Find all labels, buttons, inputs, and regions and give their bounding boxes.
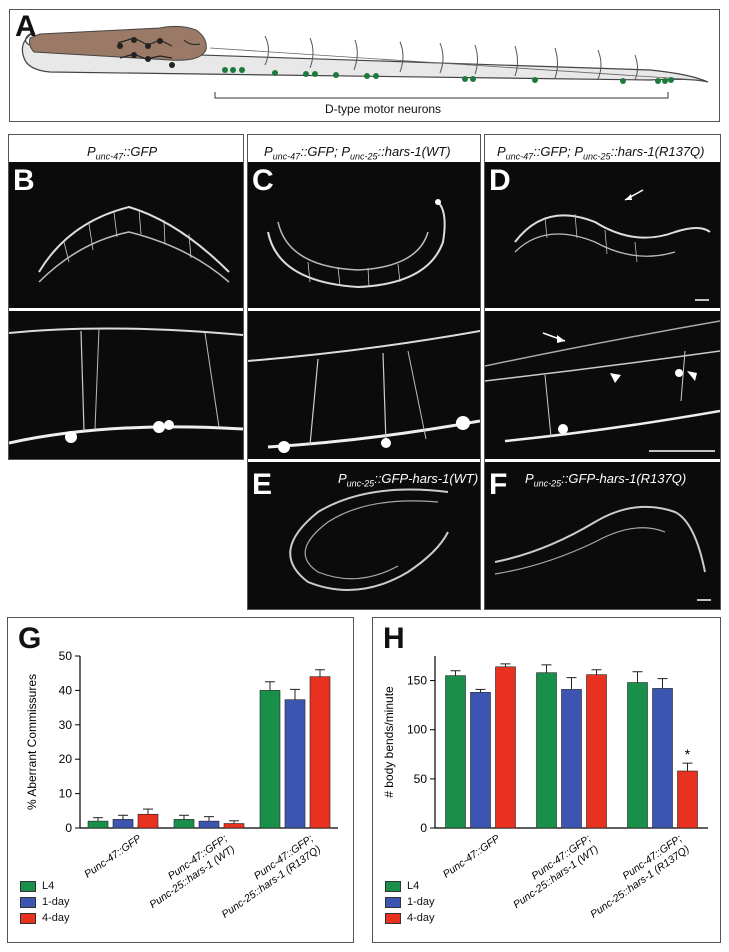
legend-item-4day: 4-day <box>385 910 435 926</box>
micrograph-d-zoom <box>485 311 720 459</box>
legend-h: L4 1-day 4-day <box>385 878 435 926</box>
bar <box>112 819 134 829</box>
panel-h-letter: H <box>383 622 405 655</box>
panel-f-caption: Punc-25::GFP-hars-1(R137Q) <box>525 471 687 489</box>
bar <box>259 690 281 829</box>
d-neuron-bracket <box>214 92 669 99</box>
legend-item-4day: 4-day <box>20 910 70 926</box>
legend-swatch-l4 <box>385 880 401 892</box>
legend-g: L4 1-day 4-day <box>20 878 70 926</box>
y-tick-label: 10 <box>59 787 73 801</box>
panel-e-caption: Punc-25::GFP-hars-1(WT) <box>338 471 479 489</box>
legend-swatch-1day <box>20 896 36 908</box>
y-tick-label: 40 <box>59 683 73 697</box>
panel-b-caption: Punc-47::GFP <box>87 144 158 162</box>
bar <box>561 689 582 829</box>
category-label: Punc-47::GFP;Punc-25::hars-1 (R137Q) <box>581 833 692 921</box>
micrograph-b-zoom <box>9 311 243 459</box>
bar <box>677 770 698 829</box>
panel-c-letter: C <box>252 164 274 197</box>
bar <box>627 682 648 829</box>
legend-swatch-4day <box>385 912 401 924</box>
y-tick-label: 100 <box>407 723 427 737</box>
category-label-line: Punc-47::GFP <box>441 833 502 881</box>
bar <box>586 674 607 829</box>
micrograph-d-whole: D <box>485 162 720 308</box>
y-axis-label: # body bends/minute <box>382 686 396 798</box>
category-label-line: Punc-25::hars-1 (R137Q) <box>588 843 691 920</box>
legend-item-l4: L4 <box>20 878 70 894</box>
category-label: Punc-47::GFP;Punc-25::hars-1 (WT) <box>504 833 601 911</box>
panel-a: A <box>9 9 720 122</box>
y-tick-label: 20 <box>59 752 73 766</box>
bracket-label: D-type motor neurons <box>325 102 442 116</box>
y-tick-label: 30 <box>59 718 73 732</box>
legend-swatch-4day <box>20 912 36 924</box>
y-tick-label: 150 <box>407 674 427 688</box>
panel-d-caption: Punc-47::GFP; Punc-25::hars-1(R137Q) <box>497 144 705 162</box>
legend-swatch-l4 <box>20 880 36 892</box>
micrograph-c-zoom <box>248 311 480 459</box>
bar <box>137 813 159 829</box>
bar <box>470 692 491 829</box>
micrograph-e: E Punc-25::GFP-hars-1(WT) <box>248 462 480 609</box>
pharynx <box>29 25 207 61</box>
panel-g-letter: G <box>18 622 42 655</box>
micrograph-f: F Punc-25::GFP-hars-1(R137Q) <box>485 462 720 609</box>
category-label: Punc-47::GFP <box>82 833 143 881</box>
legend-swatch-1day <box>385 896 401 908</box>
panel-b-letter: B <box>13 164 35 197</box>
bar <box>445 675 466 829</box>
y-tick-label: 0 <box>65 821 72 835</box>
legend-item-1day: 1-day <box>20 894 70 910</box>
y-tick-label: 0 <box>420 821 427 835</box>
bar <box>173 819 195 829</box>
category-label-line: Punc-47::GFP <box>82 833 143 881</box>
category-label: Punc-47::GFP <box>441 833 502 881</box>
micrograph-c-whole: C <box>248 162 480 308</box>
bar <box>284 699 306 829</box>
bar <box>652 688 673 829</box>
panel-c-caption: Punc-47::GFP; Punc-25::hars-1(WT) <box>264 144 451 162</box>
bar <box>223 823 245 829</box>
panel-e-letter: E <box>252 468 273 501</box>
category-label-line: Punc-25::hars-1 (R137Q) <box>220 843 323 920</box>
chart-h: 0 50 100 150# body bends/minutePunc-47::GFP… <box>382 656 708 921</box>
panel-f-letter: F <box>489 468 508 501</box>
panel-g: G 0 10 20 30 40 50 % Aberrant Commissures Punc-… <box>7 617 354 943</box>
bar <box>309 676 331 829</box>
category-label: Punc-47::GFP;Punc-25::hars-1 (WT) <box>140 833 237 911</box>
bar <box>536 672 557 829</box>
significance-marker: * <box>685 746 691 762</box>
chart-g: 0 10 20 30 40 50 % Aberrant Commissures Punc-47… <box>25 649 338 921</box>
y-tick-label: 50 <box>59 649 73 663</box>
legend-item-l4: L4 <box>385 878 435 894</box>
y-axis-label: % Aberrant Commissures <box>25 674 39 810</box>
panel-a-letter: A <box>15 10 37 43</box>
bar <box>495 666 516 829</box>
worm-schematic <box>21 25 709 99</box>
micrograph-b-whole: B <box>9 162 243 308</box>
bar <box>198 820 220 829</box>
y-tick-label: 50 <box>414 772 428 786</box>
panel-d-letter: D <box>489 164 511 197</box>
legend-item-1day: 1-day <box>385 894 435 910</box>
bar <box>87 820 109 829</box>
